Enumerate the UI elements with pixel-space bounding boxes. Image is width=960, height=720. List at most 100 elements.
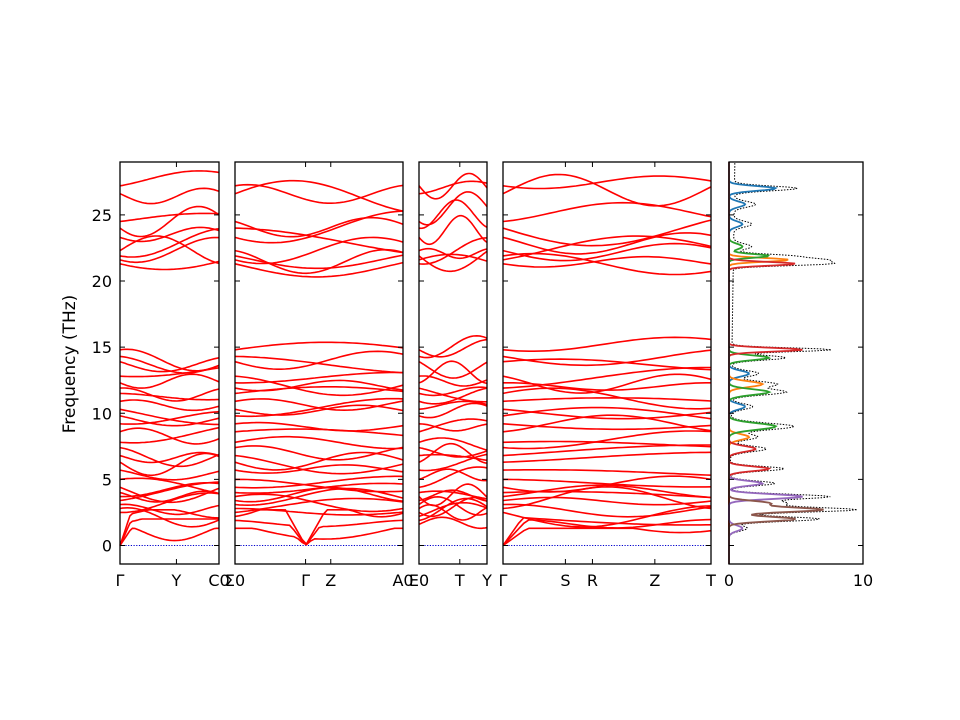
total-dos-curve — [728, 162, 858, 564]
x-tick-label: S — [560, 571, 570, 590]
phonon-band — [119, 527, 219, 546]
phonon-band — [120, 482, 220, 498]
phonon-band — [234, 183, 404, 204]
phonon-band — [502, 451, 712, 463]
phonon-band — [119, 235, 220, 265]
phonon-band — [418, 516, 488, 530]
x-tick-label: Z — [325, 571, 336, 590]
phonon-band — [502, 496, 712, 506]
phonon-band — [502, 173, 712, 207]
phonon-band — [234, 435, 404, 450]
phonon-band — [502, 396, 712, 403]
panel-frame — [502, 161, 712, 565]
phonon-band — [119, 236, 220, 264]
phonon-band — [119, 226, 220, 243]
phonon-band — [119, 187, 220, 205]
phonon-band — [119, 373, 220, 389]
phonon-band — [235, 507, 404, 516]
phonon-band — [234, 493, 404, 513]
phonon-band — [502, 358, 712, 371]
phonon-band — [418, 489, 488, 502]
phonon-band — [502, 408, 712, 420]
phonon-band — [418, 250, 488, 273]
y-tick-label: 5 — [102, 470, 112, 489]
phonon-band — [502, 475, 712, 493]
phonon-band — [502, 235, 712, 261]
phonon-band — [119, 399, 220, 412]
phonon-band — [119, 451, 220, 464]
x-tick-label: Σ0 — [225, 571, 245, 590]
phonon-band — [502, 505, 712, 528]
phonon-band — [234, 371, 404, 384]
phonon-band — [502, 387, 712, 410]
phonon-band — [502, 349, 712, 367]
phonon-band — [418, 468, 487, 482]
phonon-band — [234, 519, 404, 546]
phonon-band — [502, 232, 712, 255]
phonon-band — [234, 475, 404, 489]
phonon-band — [234, 248, 404, 275]
phonon-band — [119, 477, 220, 495]
phonon-band — [234, 261, 404, 278]
band-panel-1: Γ Y C0 0 5 10 15 20 25 — [92, 161, 230, 590]
y-tick-label: 0 — [102, 536, 112, 555]
phonon-band — [119, 367, 220, 378]
phonon-band — [119, 415, 220, 427]
phonon-band — [120, 492, 220, 514]
phonon-band — [119, 392, 220, 401]
phonon-band — [418, 400, 488, 411]
phonon-band — [119, 170, 220, 187]
x-tick-label: R — [587, 571, 598, 590]
band-panel-2: Σ0 Γ Z A0 — [225, 161, 414, 590]
phonon-band — [418, 437, 488, 451]
x-tick-label: Γ — [301, 571, 310, 590]
phonon-band — [235, 527, 403, 546]
phonon-band — [119, 503, 220, 516]
x-tick-label: Γ — [499, 571, 508, 590]
y-axis-label: Frequency (THz) — [60, 295, 80, 434]
phonon-band — [418, 338, 488, 358]
phonon-band — [418, 172, 488, 200]
dos-x-tick-label: 10 — [853, 571, 873, 590]
phonon-band — [418, 237, 487, 265]
phonon-band — [502, 527, 712, 547]
phonon-band — [418, 490, 488, 500]
phonon-band — [502, 440, 712, 448]
dos-x-tick-label: 0 — [724, 571, 734, 590]
panel-frame — [418, 161, 488, 565]
phonon-band — [418, 375, 488, 387]
phonon-band — [502, 336, 712, 352]
phonon-band — [418, 247, 488, 260]
projected-dos-curve — [728, 162, 824, 564]
phonon-band — [418, 360, 488, 379]
phonon-band — [502, 430, 712, 450]
phonon-band — [503, 478, 712, 488]
phonon-band — [234, 179, 404, 212]
x-tick-label: Z — [649, 571, 660, 590]
phonon-band — [418, 253, 488, 262]
phonon-band — [235, 478, 404, 493]
phonon-band — [234, 350, 404, 370]
phonon-band — [502, 503, 712, 518]
phonon-band — [119, 212, 220, 223]
phonon-band — [502, 469, 712, 476]
x-tick-label: Γ — [116, 571, 125, 590]
phonon-band — [234, 379, 404, 392]
phonon-band — [234, 355, 404, 374]
phonon-band — [418, 387, 488, 405]
phonon-band — [418, 501, 488, 518]
phonon-band — [119, 205, 220, 238]
phonon-band — [234, 210, 404, 244]
phonon-band — [234, 254, 404, 270]
panel-frame — [234, 161, 404, 565]
projected-dos-curve — [728, 162, 778, 564]
phonon-band — [234, 341, 404, 351]
y-tick-label: 15 — [92, 338, 112, 357]
phonon-band — [502, 485, 712, 510]
phonon-band — [418, 466, 488, 489]
phonon-band — [418, 402, 488, 419]
phonon-band — [502, 255, 712, 268]
y-tick-label: 25 — [92, 206, 112, 225]
phonon-band — [119, 446, 220, 468]
